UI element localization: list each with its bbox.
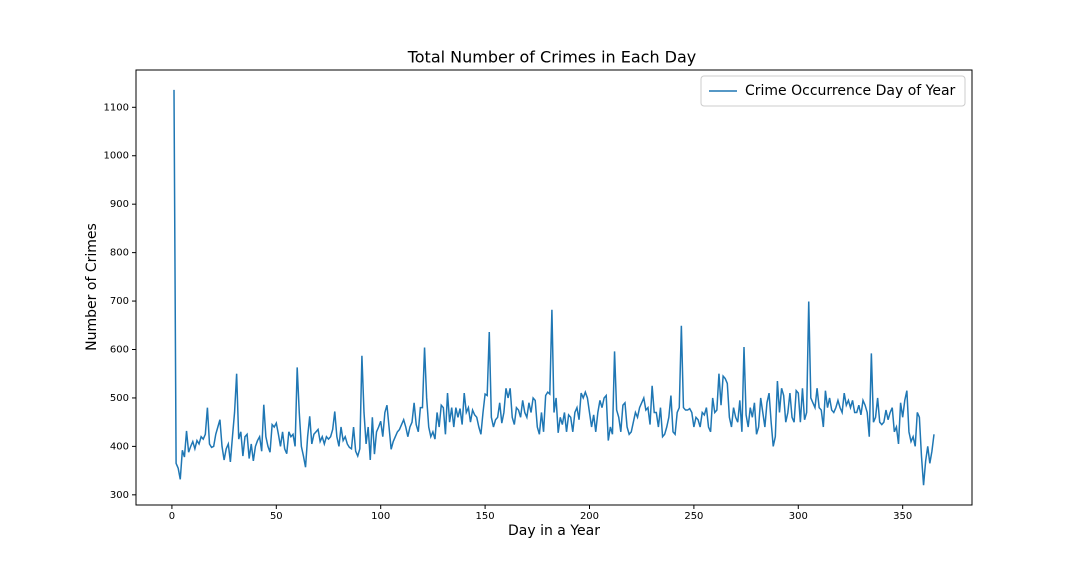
- data-line: [173, 89, 935, 486]
- plot-frame: [135, 69, 973, 506]
- x-axis-label: Day in a Year: [508, 523, 600, 539]
- legend-box: [700, 75, 966, 107]
- y-tick-label: 900: [110, 199, 129, 210]
- y-tick-label: 800: [110, 248, 129, 259]
- x-tick-label: 50: [270, 511, 283, 522]
- x-tick-label: 0: [169, 511, 175, 522]
- x-tick-label: 350: [893, 511, 912, 522]
- x-tick-label: 300: [789, 511, 808, 522]
- legend-label: Crime Occurrence Day of Year: [745, 83, 956, 99]
- x-tick-label: 250: [684, 511, 703, 522]
- y-axis-label: Number of Crimes: [84, 223, 100, 351]
- x-tick-label: 100: [371, 511, 390, 522]
- x-tick-label: 200: [580, 511, 599, 522]
- y-tick-label: 1100: [104, 102, 129, 113]
- y-tick-label: 400: [110, 441, 129, 452]
- y-tick-label: 600: [110, 345, 129, 356]
- x-tick-label: 150: [476, 511, 495, 522]
- y-tick-label: 300: [110, 490, 129, 501]
- chart-title: Total Number of Crimes in Each Day: [407, 48, 697, 67]
- y-tick-label: 500: [110, 393, 129, 404]
- y-tick-label: 700: [110, 296, 129, 307]
- legend: Crime Occurrence Day of Year: [700, 75, 966, 107]
- y-tick-label: 1000: [104, 151, 129, 162]
